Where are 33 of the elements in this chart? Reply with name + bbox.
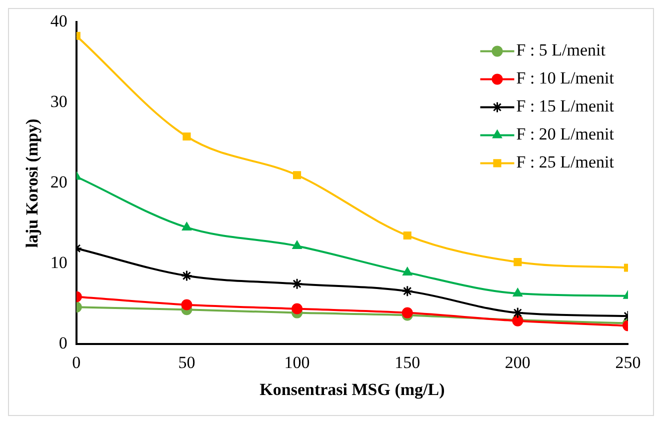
point [512, 307, 524, 319]
x-tick-label: 50 [178, 352, 196, 372]
y-tick-label: 40 [50, 12, 68, 31]
point [182, 222, 192, 230]
y-tick-label: 0 [58, 334, 68, 353]
point [182, 132, 191, 141]
point [402, 285, 414, 297]
y-tick-label: 20 [50, 172, 68, 192]
legend-label: F : 10 L/menit [516, 68, 614, 88]
y-tick-label: 10 [50, 253, 68, 272]
point [180, 270, 192, 282]
legend-label: F : 25 L/menit [516, 152, 614, 172]
x-tick-label: 0 [72, 352, 81, 372]
y-axis-title: laju Korosi (mpy) [22, 118, 42, 248]
legend-label: F : 15 L/menit [516, 96, 614, 116]
point [293, 171, 302, 180]
x-tick-label: 250 [615, 352, 641, 372]
point [403, 231, 412, 240]
point [402, 307, 413, 318]
x-axis-title: Konsentrasi MSG (mg/L) [260, 380, 445, 400]
x-tick-label: 100 [284, 352, 310, 372]
y-tick-label: 30 [50, 92, 68, 112]
point [292, 303, 303, 314]
x-tick-label: 150 [394, 352, 420, 372]
point [402, 267, 412, 276]
x-tick-label: 200 [504, 352, 530, 372]
legend-label: F : 5 L/menit [516, 40, 606, 60]
point [181, 299, 192, 310]
point [291, 278, 303, 290]
point [512, 288, 523, 296]
legend-label: F : 20 L/menit [516, 124, 614, 144]
point [292, 240, 302, 249]
point [514, 258, 522, 266]
